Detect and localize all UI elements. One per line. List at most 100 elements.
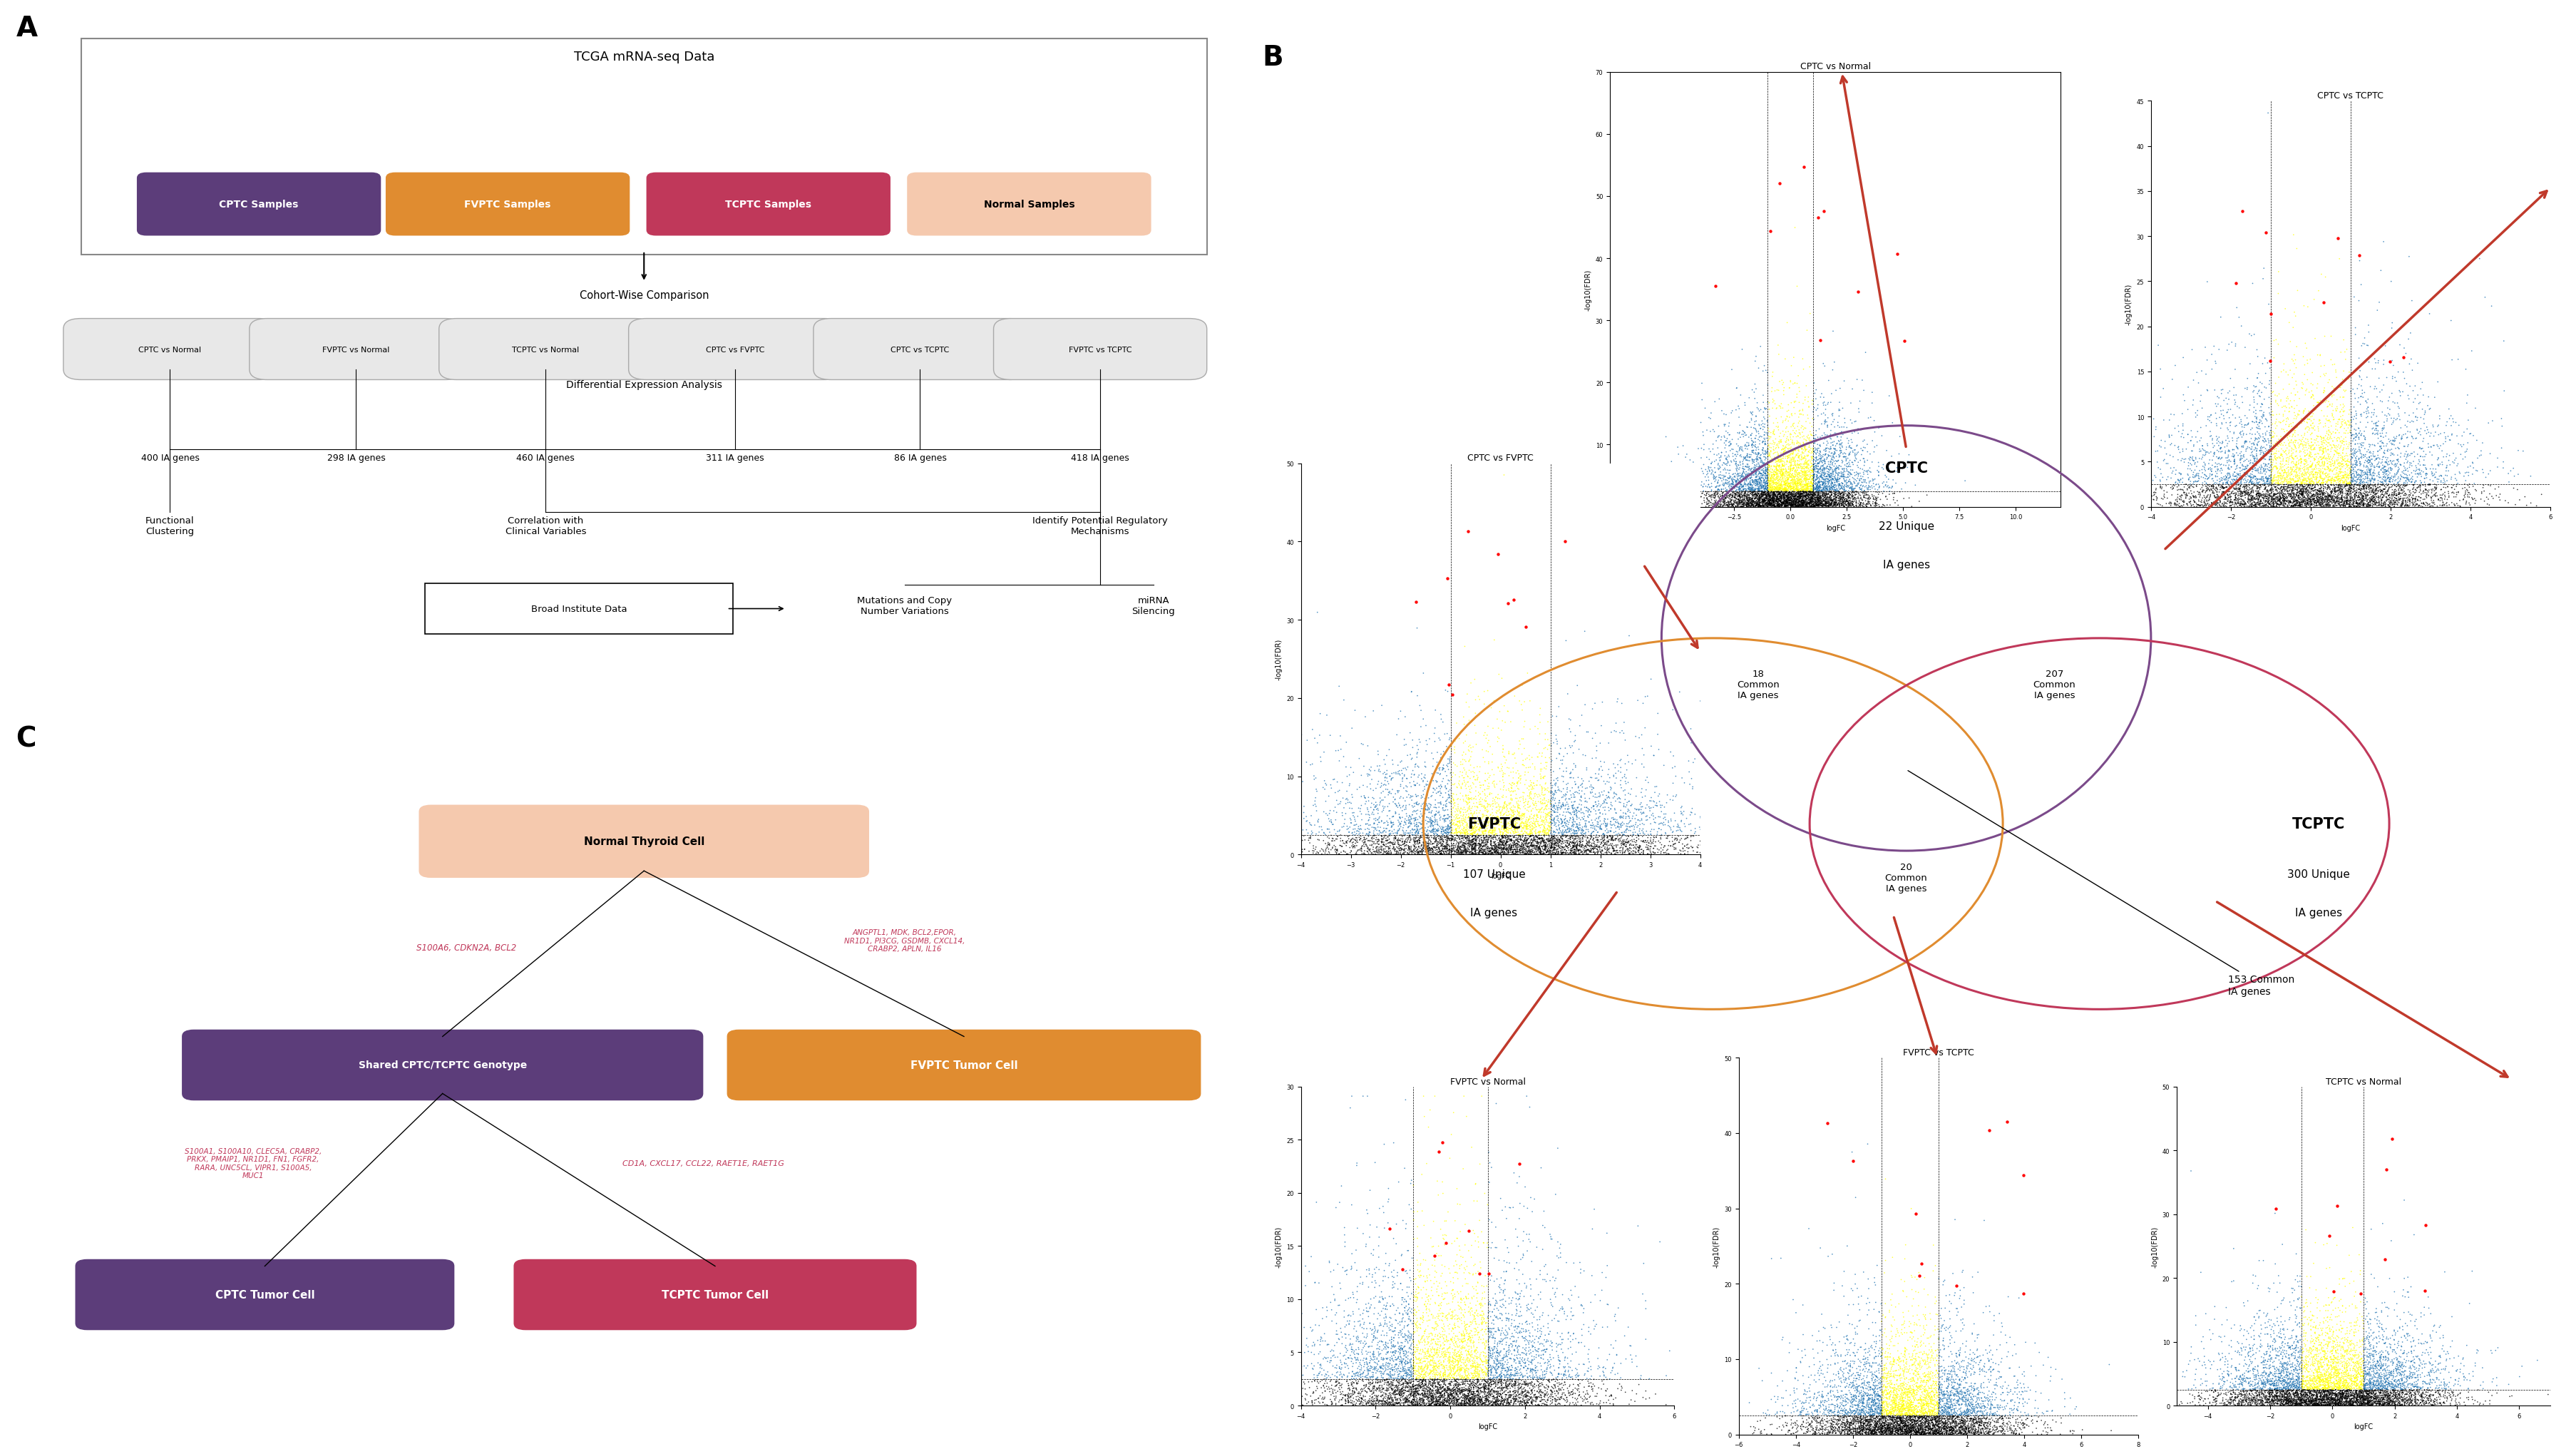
Point <box>1904 1423 1945 1446</box>
Point <box>1486 1388 1528 1411</box>
Point <box>1556 824 1597 848</box>
Point <box>1759 484 1801 507</box>
Point <box>1404 1361 1445 1384</box>
Point <box>2385 372 2427 396</box>
Point <box>1437 839 1479 862</box>
Point <box>1260 807 1301 830</box>
Point <box>1226 1394 1267 1417</box>
Point <box>1492 1390 1533 1413</box>
Point <box>1808 483 1850 506</box>
Point <box>1417 1314 1458 1337</box>
Point <box>1739 480 1780 503</box>
Point <box>2251 494 2293 517</box>
Point <box>1425 1391 1466 1414</box>
Point <box>2344 1378 2385 1401</box>
Point <box>1834 1421 1875 1445</box>
Point <box>1427 1394 1468 1417</box>
Point <box>1522 833 1564 856</box>
Point <box>1821 488 1862 511</box>
Point <box>1363 835 1404 858</box>
Point <box>1486 1261 1528 1284</box>
Point <box>2221 1314 2262 1337</box>
Point <box>1378 1381 1419 1404</box>
Point <box>2401 496 2442 519</box>
Point <box>1865 1353 1906 1377</box>
Point <box>1960 1404 2002 1427</box>
Point <box>1932 1416 1973 1439</box>
Point <box>1489 1384 1530 1407</box>
Point <box>1432 1353 1473 1377</box>
Point <box>1360 1330 1401 1353</box>
Point <box>2174 487 2215 510</box>
Point <box>1386 1358 1427 1381</box>
Point <box>2316 1394 2357 1417</box>
Point <box>1747 465 1788 488</box>
Point <box>1736 474 1777 497</box>
Point <box>1847 481 1888 504</box>
Point <box>1767 471 1808 494</box>
Point <box>2215 297 2257 320</box>
Point <box>1643 835 1685 858</box>
Point <box>2275 1242 2316 1265</box>
Point <box>2336 493 2378 516</box>
Point <box>1448 1340 1489 1364</box>
Point <box>1458 1359 1499 1382</box>
Point <box>1425 1379 1466 1403</box>
Point <box>1880 1410 1922 1433</box>
Point <box>1355 796 1396 819</box>
Point <box>2208 449 2249 472</box>
Point <box>1932 1355 1973 1378</box>
Point <box>1381 1332 1422 1355</box>
Point <box>2360 1378 2401 1401</box>
Point <box>1358 759 1399 782</box>
Point <box>1525 833 1566 856</box>
Point <box>2370 1333 2411 1356</box>
Point <box>2244 472 2285 496</box>
Point <box>1754 471 1795 494</box>
Point <box>1888 1391 1929 1414</box>
Point <box>1412 1236 1453 1259</box>
Point <box>1360 1323 1401 1346</box>
Point <box>1862 1420 1904 1443</box>
Point <box>2362 1374 2403 1397</box>
Point <box>1525 1359 1566 1382</box>
Point <box>1798 477 1839 500</box>
Point <box>2262 477 2303 500</box>
Point <box>1363 843 1404 867</box>
Point <box>1473 1372 1515 1395</box>
Point <box>1461 1392 1502 1416</box>
Point <box>1829 484 1870 507</box>
Point <box>1499 1385 1540 1408</box>
Point <box>1368 1368 1409 1391</box>
Point <box>1574 819 1615 842</box>
Point <box>1947 1379 1989 1403</box>
Point <box>2287 400 2329 423</box>
Point <box>1783 454 1824 477</box>
Point <box>2257 483 2298 506</box>
Point <box>1757 456 1798 480</box>
Point <box>1507 1320 1548 1343</box>
Point <box>2290 1375 2331 1398</box>
Point <box>2316 1346 2357 1369</box>
Point <box>2306 1391 2347 1414</box>
Point <box>2306 1364 2347 1387</box>
Point <box>2321 483 2362 506</box>
Point <box>1406 832 1448 855</box>
Point <box>1574 814 1615 838</box>
Point <box>1862 1382 1904 1406</box>
Point <box>1741 413 1783 436</box>
Point <box>2318 1369 2360 1392</box>
Point <box>1324 832 1365 855</box>
Point <box>1739 433 1780 456</box>
Point <box>1739 494 1780 517</box>
Point <box>1522 1339 1564 1362</box>
Point <box>2282 1300 2324 1323</box>
Point <box>2354 1355 2396 1378</box>
Point <box>1736 425 1777 448</box>
Point <box>1406 1378 1448 1401</box>
Point <box>2148 426 2190 449</box>
Point <box>1455 839 1497 862</box>
Point <box>1868 1298 1909 1321</box>
Point <box>1940 1284 1981 1307</box>
Point <box>1486 593 1528 616</box>
